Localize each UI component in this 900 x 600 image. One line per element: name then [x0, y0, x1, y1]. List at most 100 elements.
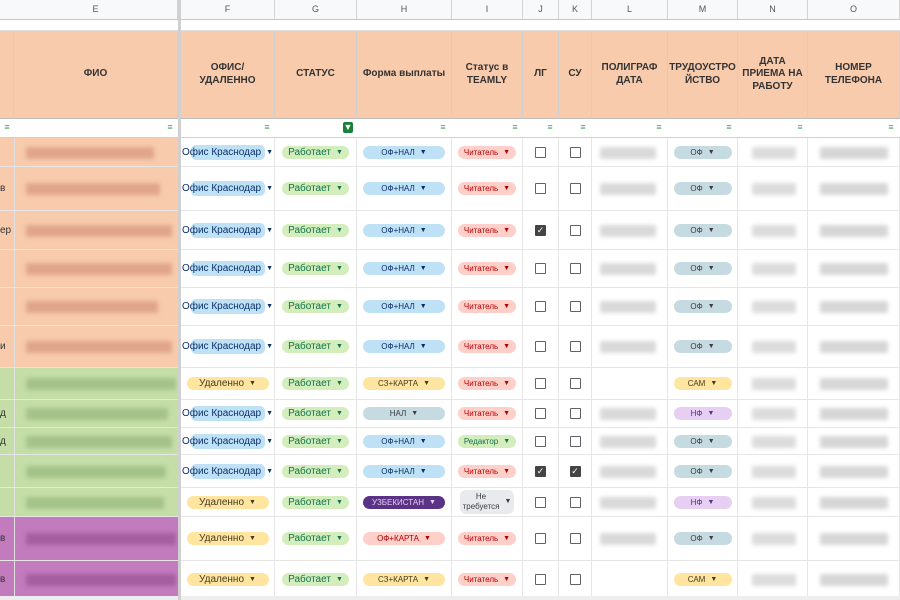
- hire-date-cell[interactable]: [738, 368, 808, 399]
- emp-dropdown[interactable]: ОФ ▼: [673, 300, 732, 313]
- emp-dropdown[interactable]: НФ ▼: [673, 407, 732, 420]
- phone-cell[interactable]: [808, 400, 900, 427]
- previous-column-cell[interactable]: и: [0, 326, 15, 367]
- su-cell[interactable]: [559, 488, 592, 516]
- poly-date-cell[interactable]: [592, 561, 668, 597]
- previous-column-cell[interactable]: ер: [0, 211, 15, 249]
- status-cell[interactable]: Работает ▼: [275, 517, 357, 560]
- teamly-cell[interactable]: Читатель ▼: [452, 517, 523, 560]
- header-hire[interactable]: ДАТА ПРИЕМА НА РАБОТУ: [738, 31, 808, 119]
- phone-cell[interactable]: [808, 517, 900, 560]
- phone-cell[interactable]: [808, 455, 900, 487]
- status-cell[interactable]: Работает ▼: [275, 368, 357, 399]
- fio-cell[interactable]: в: [0, 167, 178, 210]
- column-letter[interactable]: E: [14, 0, 178, 19]
- su-checkbox[interactable]: [569, 533, 581, 544]
- filter-icon[interactable]: ≡: [888, 122, 894, 132]
- status-dropdown[interactable]: Работает ▼: [282, 407, 349, 420]
- filter-icon[interactable]: ≡: [547, 122, 553, 132]
- pay-cell[interactable]: СЗ+КАРТА ▼: [357, 561, 452, 597]
- previous-column-cell[interactable]: [0, 250, 15, 287]
- su-checkbox[interactable]: [569, 496, 581, 508]
- status-cell[interactable]: Работает ▼: [275, 326, 357, 367]
- header-office[interactable]: ОФИС/ УДАЛЕННО: [181, 31, 275, 119]
- emp-cell[interactable]: САМ ▼: [668, 368, 738, 399]
- hire-date-cell[interactable]: [738, 517, 808, 560]
- status-dropdown[interactable]: Работает ▼: [282, 495, 349, 509]
- column-letter[interactable]: J: [523, 0, 559, 19]
- fio-cell[interactable]: д: [0, 400, 178, 427]
- status-dropdown[interactable]: Работает ▼: [282, 145, 349, 159]
- teamly-dropdown[interactable]: Читатель ▼: [457, 223, 517, 237]
- previous-column-cell[interactable]: в: [0, 561, 15, 597]
- teamly-dropdown[interactable]: Читатель ▼: [457, 464, 517, 478]
- emp-dropdown[interactable]: ОФ ▼: [673, 223, 732, 237]
- poly-date-cell[interactable]: [592, 400, 668, 427]
- su-cell[interactable]: [559, 368, 592, 399]
- su-cell[interactable]: [559, 167, 592, 210]
- teamly-dropdown[interactable]: Читатель ▼: [457, 377, 517, 390]
- hire-date-cell[interactable]: [738, 455, 808, 487]
- office-cell[interactable]: Офис Краснодар ▼: [181, 400, 275, 427]
- su-cell[interactable]: [559, 138, 592, 166]
- active-filter-icon[interactable]: ▼: [343, 122, 353, 133]
- office-cell[interactable]: Удаленно ▼: [181, 368, 275, 399]
- hire-date-cell[interactable]: [738, 428, 808, 454]
- pay-cell[interactable]: ОФ+НАЛ ▼: [357, 250, 452, 287]
- emp-cell[interactable]: НФ ▼: [668, 488, 738, 516]
- lg-cell[interactable]: [523, 250, 559, 287]
- fio-cell[interactable]: в: [0, 561, 178, 597]
- poly-date-cell[interactable]: [592, 455, 668, 487]
- frozen-column-divider[interactable]: [178, 0, 181, 600]
- lg-cell[interactable]: [523, 428, 559, 454]
- status-cell[interactable]: Работает ▼: [275, 428, 357, 454]
- su-checkbox[interactable]: [569, 378, 581, 389]
- status-cell[interactable]: Работает ▼: [275, 400, 357, 427]
- status-dropdown[interactable]: Работает ▼: [282, 262, 349, 275]
- lg-checkbox[interactable]: [535, 301, 546, 312]
- teamly-dropdown[interactable]: Читатель ▼: [457, 182, 517, 195]
- office-cell[interactable]: Офис Краснодар ▼: [181, 138, 275, 166]
- emp-dropdown[interactable]: ОФ ▼: [673, 434, 732, 448]
- column-letter[interactable]: G: [275, 0, 357, 19]
- office-dropdown[interactable]: Офис Краснодар ▼: [182, 181, 273, 196]
- status-dropdown[interactable]: Работает ▼: [282, 340, 349, 353]
- su-cell[interactable]: [559, 250, 592, 287]
- poly-date-cell[interactable]: [592, 288, 668, 325]
- pay-cell[interactable]: ОФ+НАЛ ▼: [357, 167, 452, 210]
- phone-cell[interactable]: [808, 138, 900, 166]
- su-cell[interactable]: [559, 428, 592, 454]
- pay-dropdown[interactable]: ОФ+НАЛ ▼: [363, 434, 445, 448]
- pay-cell[interactable]: ОФ+НАЛ ▼: [357, 326, 452, 367]
- phone-cell[interactable]: [808, 167, 900, 210]
- previous-column-cell[interactable]: [0, 488, 15, 516]
- column-letter[interactable]: O: [808, 0, 900, 19]
- su-cell[interactable]: [559, 561, 592, 597]
- header-su[interactable]: СУ: [559, 31, 592, 119]
- teamly-cell[interactable]: Читатель ▼: [452, 211, 523, 249]
- pay-cell[interactable]: ОФ+НАЛ ▼: [357, 211, 452, 249]
- fio-cell[interactable]: [0, 488, 178, 516]
- emp-cell[interactable]: САМ ▼: [668, 561, 738, 597]
- fio-cell[interactable]: [0, 250, 178, 287]
- previous-column-cell[interactable]: [0, 138, 15, 166]
- header-teamly[interactable]: Статус в TEAMLY: [452, 31, 523, 119]
- pay-dropdown[interactable]: ОФ+НАЛ ▼: [363, 223, 445, 237]
- status-dropdown[interactable]: Работает ▼: [282, 377, 349, 390]
- poly-date-cell[interactable]: [592, 138, 668, 166]
- teamly-cell[interactable]: Читатель ▼: [452, 138, 523, 166]
- lg-checkbox[interactable]: [535, 435, 546, 447]
- emp-cell[interactable]: ОФ ▼: [668, 138, 738, 166]
- teamly-dropdown[interactable]: Читатель ▼: [457, 532, 517, 545]
- lg-cell[interactable]: [523, 400, 559, 427]
- lg-checkbox[interactable]: [535, 183, 546, 194]
- lg-cell[interactable]: [523, 288, 559, 325]
- filter-icon[interactable]: ≡: [440, 122, 446, 132]
- column-letter[interactable]: L: [592, 0, 668, 19]
- office-cell[interactable]: Офис Краснодар ▼: [181, 211, 275, 249]
- fio-cell[interactable]: в: [0, 517, 178, 560]
- previous-column-cell[interactable]: в: [0, 517, 15, 560]
- status-cell[interactable]: Работает ▼: [275, 211, 357, 249]
- office-dropdown[interactable]: Удаленно ▼: [186, 377, 269, 390]
- office-dropdown[interactable]: Удаленно ▼: [186, 572, 269, 586]
